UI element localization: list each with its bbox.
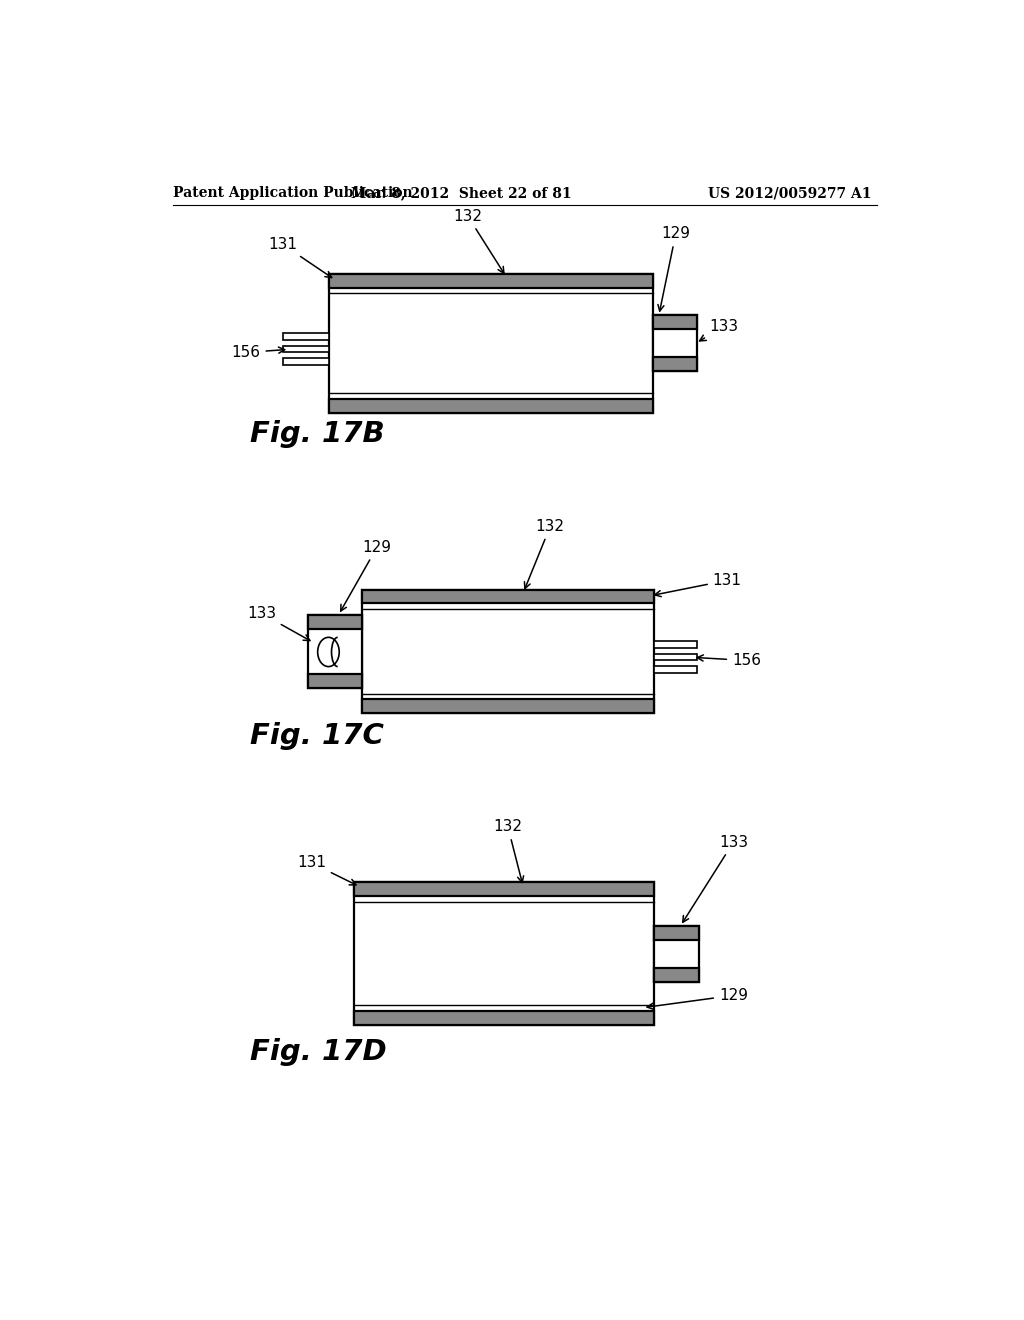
- Bar: [283, 333, 330, 341]
- Text: 131: 131: [297, 855, 356, 884]
- Text: 156: 156: [697, 653, 761, 668]
- Bar: [652, 358, 697, 371]
- Bar: [307, 615, 361, 688]
- Text: 133: 133: [699, 318, 738, 341]
- Text: 132: 132: [524, 519, 564, 589]
- Bar: [354, 882, 654, 896]
- Bar: [654, 927, 698, 982]
- Bar: [330, 399, 652, 412]
- Text: 132: 132: [494, 820, 523, 883]
- Bar: [361, 700, 654, 713]
- Text: 132: 132: [454, 209, 504, 273]
- Bar: [307, 675, 361, 688]
- Bar: [361, 590, 654, 713]
- Text: Fig. 17C: Fig. 17C: [250, 722, 384, 750]
- Text: Fig. 17D: Fig. 17D: [250, 1038, 386, 1065]
- Bar: [654, 927, 698, 940]
- Bar: [354, 882, 654, 1024]
- Bar: [283, 346, 330, 352]
- Text: 131: 131: [268, 238, 332, 277]
- Bar: [354, 1011, 654, 1024]
- Text: 156: 156: [231, 345, 285, 360]
- Text: 129: 129: [341, 540, 391, 611]
- Bar: [330, 275, 652, 288]
- Bar: [652, 315, 697, 371]
- Text: US 2012/0059277 A1: US 2012/0059277 A1: [708, 186, 871, 201]
- Bar: [307, 615, 361, 628]
- Text: 129: 129: [647, 987, 748, 1010]
- Text: 133: 133: [683, 834, 749, 923]
- Text: 131: 131: [654, 573, 741, 597]
- Bar: [283, 358, 330, 364]
- Bar: [652, 315, 697, 330]
- Bar: [361, 590, 654, 603]
- Text: 129: 129: [658, 226, 690, 312]
- Bar: [654, 642, 696, 648]
- Bar: [654, 968, 698, 982]
- Bar: [330, 275, 652, 412]
- Text: 133: 133: [247, 606, 310, 640]
- Text: Fig. 17B: Fig. 17B: [250, 420, 385, 447]
- Text: Patent Application Publication: Patent Application Publication: [173, 186, 413, 201]
- Bar: [654, 665, 696, 673]
- Text: Mar. 8, 2012  Sheet 22 of 81: Mar. 8, 2012 Sheet 22 of 81: [351, 186, 572, 201]
- Bar: [654, 653, 696, 660]
